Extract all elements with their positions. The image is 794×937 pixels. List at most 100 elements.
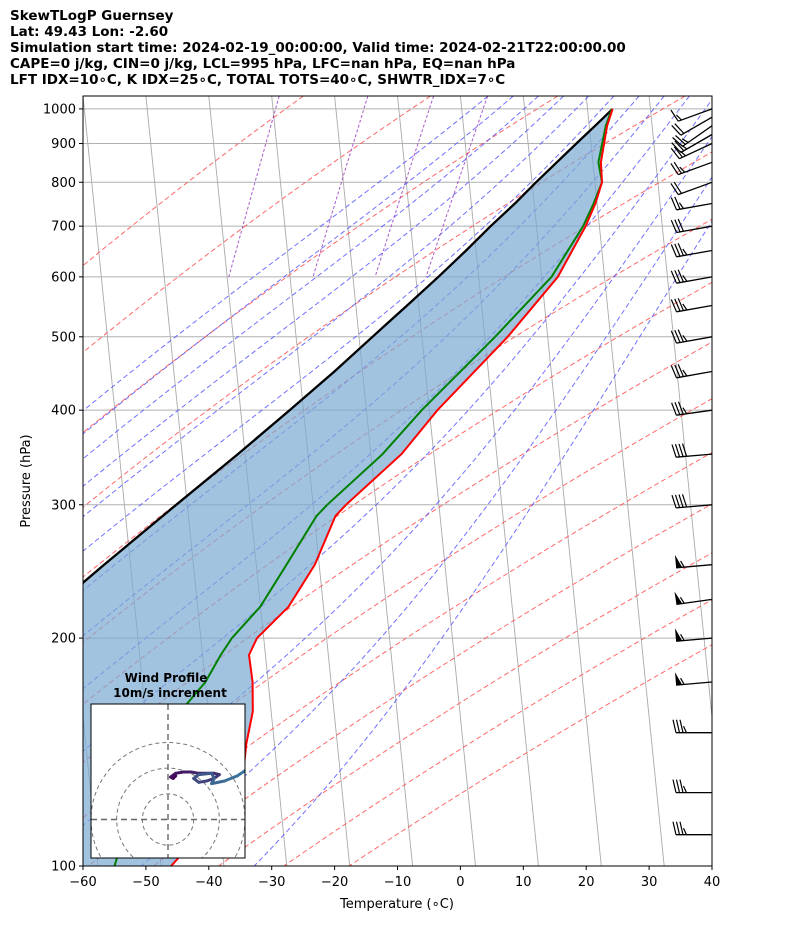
wind-barb [674, 591, 713, 606]
y-tick: 300 [51, 498, 83, 513]
isotherm [397, 96, 476, 866]
dry-adiabat [153, 503, 712, 866]
y-tick-label: 700 [51, 220, 76, 235]
wind-barb-feather [682, 785, 688, 793]
wind-barb-staff [676, 409, 713, 416]
hodograph-inset: Wind Profile 10m/s increment [90, 671, 246, 859]
x-tick: 10 [515, 866, 532, 890]
wind-barb-pennant [675, 554, 683, 568]
wind-barb-staff [676, 225, 713, 234]
x-tick: 20 [578, 866, 594, 890]
wind-barb [671, 116, 713, 136]
wind-barb-feather [682, 725, 688, 733]
isotherm [459, 96, 539, 866]
wind-barb-feather [678, 443, 684, 457]
x-axis-ticks: −60 −50 −40 −30 −20 −10 0 10 20 30 40 [69, 866, 720, 890]
parcel-profile-line [83, 108, 614, 585]
wind-barb-feather [679, 719, 684, 733]
wind-barb-staff [676, 504, 713, 509]
x-tick-label: −50 [132, 875, 159, 890]
wind-barb-feather [677, 269, 684, 283]
wind-barb-feather [670, 147, 680, 160]
wind-barb [675, 672, 713, 686]
wind-barb-staff [676, 249, 713, 258]
chart-header: SkewTLogP Guernsey Lat: 49.43 Lon: -2.60… [10, 8, 626, 88]
wind-barb-feather [674, 298, 681, 312]
isotherm [711, 96, 712, 101]
wind-barb-feather [672, 779, 677, 793]
hodograph-trace-segment [210, 779, 226, 786]
wind-barb [670, 108, 713, 122]
dry-adiabat [83, 96, 559, 434]
cape-fill [83, 108, 613, 866]
wind-barb-staff [679, 142, 713, 160]
wind-barb [672, 719, 712, 734]
wind-barb [670, 269, 713, 284]
y-tick-label: 400 [51, 404, 76, 419]
y-tick: 900 [51, 137, 83, 152]
x-tick: −40 [195, 866, 223, 890]
y-axis-ticks: 100 200 300 400 500 600 700 800 900 1000 [43, 102, 83, 875]
mixing-ratio-line [312, 96, 369, 278]
wind-barb-feather [677, 298, 684, 311]
wind-barb-feather [682, 275, 688, 282]
isotherm [648, 96, 712, 722]
wind-barb [675, 554, 713, 569]
x-axis-label: Temperature (∘C) [339, 897, 454, 912]
y-tick: 400 [51, 404, 83, 419]
x-tick: −60 [69, 866, 97, 890]
wind-barb-feather [682, 369, 688, 377]
y-tick: 700 [51, 220, 83, 235]
y-tick: 600 [51, 270, 83, 285]
mixing-ratio-line [425, 96, 489, 278]
wind-barb-feather [670, 183, 679, 195]
wind-barb-feather [674, 329, 681, 343]
moist-adiabat [140, 176, 712, 866]
wind-barb-feather [677, 218, 684, 232]
y-tick: 500 [51, 330, 83, 345]
wind-barb [671, 443, 713, 458]
y-tick: 200 [51, 632, 83, 647]
x-tick: −10 [384, 866, 411, 890]
wind-barb-feather [672, 137, 683, 147]
wind-barb-staff [677, 161, 713, 176]
wind-barb-feather [679, 166, 686, 173]
wind-barb-staff [676, 370, 713, 379]
y-tick-label: 800 [51, 176, 76, 191]
wind-barb-feather [670, 163, 679, 175]
wind-barb-feather [677, 364, 684, 377]
wind-barb-feather [670, 244, 678, 258]
x-tick: 0 [456, 866, 465, 890]
wind-barb [670, 196, 713, 211]
wind-barb-feather [677, 329, 684, 343]
wind-barb-staff [676, 336, 713, 344]
wind-barb-feather [679, 779, 684, 793]
wind-barb-feather [674, 140, 685, 152]
wind-barb-feather [680, 634, 685, 641]
moist-adiabat [83, 96, 489, 412]
moist-adiabat [83, 98, 712, 752]
x-tick-label: −10 [384, 875, 411, 890]
wind-barb-feather [670, 197, 678, 211]
wind-barb-staff [676, 276, 713, 284]
wind-barb-feather [673, 161, 683, 174]
wind-barb-feather [674, 364, 681, 378]
wind-barb [672, 779, 712, 794]
wind-barb [671, 133, 713, 154]
x-tick-label: 10 [515, 875, 532, 890]
y-tick-label: 500 [51, 330, 76, 345]
moist-adiabat [83, 96, 615, 552]
wind-barb-feather [680, 144, 688, 150]
wind-barb-feather [682, 827, 688, 835]
y-tick: 100 [51, 860, 83, 875]
y-tick: 1000 [43, 102, 83, 117]
x-tick: −30 [258, 866, 285, 890]
wind-barb [670, 218, 713, 234]
wind-barb-staff [676, 202, 713, 211]
dry-adiabat [83, 96, 304, 267]
x-tick-label: −30 [258, 875, 285, 890]
wind-barb-feather [677, 401, 684, 415]
wind-barb-feather [674, 123, 685, 134]
wind-barb-feather [682, 407, 688, 415]
cape-area [83, 108, 613, 866]
